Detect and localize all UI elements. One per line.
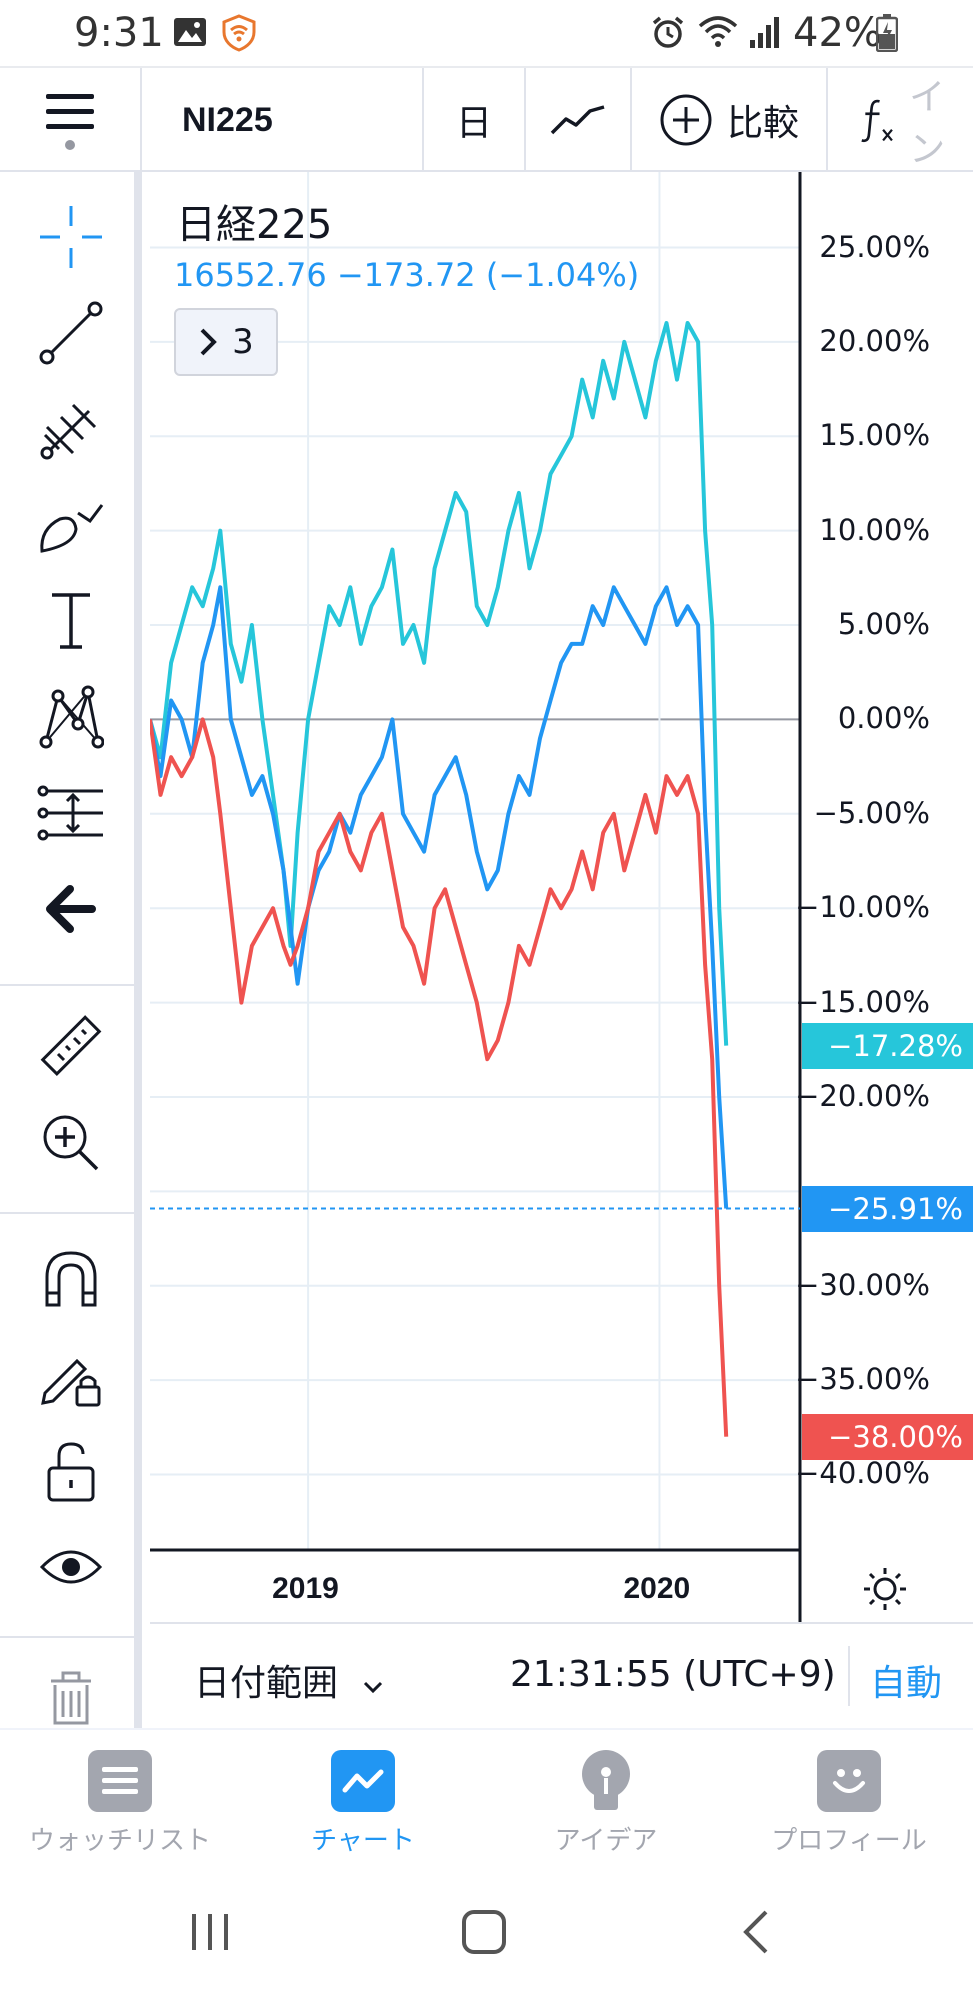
menu-dot bbox=[65, 140, 75, 150]
compare-button[interactable]: 比較 bbox=[632, 68, 828, 172]
lightbulb-icon bbox=[574, 1750, 638, 1812]
status-time: 9:31 bbox=[74, 10, 164, 56]
text-tool-icon[interactable] bbox=[36, 586, 106, 656]
eye-icon[interactable] bbox=[36, 1532, 106, 1602]
brush-icon[interactable] bbox=[36, 490, 106, 560]
y-tick-label: 25.00% bbox=[819, 229, 930, 264]
series-line-3 bbox=[150, 717, 729, 1437]
drawing-toolbar bbox=[0, 172, 142, 1728]
chart-icon bbox=[331, 1750, 395, 1812]
y-tick-label: −30.00% bbox=[795, 1267, 930, 1302]
legend-badge-count: 3 bbox=[232, 322, 254, 362]
battery-percent: 42% bbox=[793, 10, 882, 56]
y-tick-label: 10.00% bbox=[819, 512, 930, 547]
pitchfork-icon[interactable] bbox=[36, 394, 106, 464]
back-icon[interactable] bbox=[740, 1908, 772, 1956]
trash-icon[interactable] bbox=[36, 1662, 106, 1732]
chart-type-button[interactable] bbox=[526, 68, 632, 172]
y-tick-label: −35.00% bbox=[795, 1362, 930, 1397]
recent-apps-icon[interactable] bbox=[188, 1910, 232, 1954]
battery-icon bbox=[875, 14, 899, 56]
hamburger-icon bbox=[46, 94, 94, 129]
chart-bottom-bar: 日付範囲 21:31:55 (UTC+9) 自動 bbox=[150, 1622, 973, 1728]
y-tick-label: 0.00% bbox=[837, 701, 930, 736]
legend-expand-button[interactable]: 3 bbox=[174, 308, 278, 376]
lock-drawing-icon[interactable] bbox=[36, 1340, 106, 1410]
ruler-icon[interactable] bbox=[36, 1012, 106, 1082]
nav-ideas[interactable]: アイデア bbox=[486, 1730, 726, 1870]
auto-scale-button[interactable]: 自動 bbox=[870, 1663, 943, 1704]
y-tick-label: 15.00% bbox=[819, 418, 930, 453]
y-tick-label: −20.00% bbox=[795, 1078, 930, 1113]
bottom-divider bbox=[848, 1646, 850, 1706]
toolbar-divider bbox=[0, 1636, 140, 1638]
function-icon bbox=[861, 99, 893, 143]
signal-icon bbox=[748, 14, 784, 54]
pattern-icon[interactable] bbox=[36, 682, 106, 752]
menu-button[interactable] bbox=[0, 68, 142, 172]
legend-title: 日経225 bbox=[176, 202, 333, 248]
crosshair-icon[interactable] bbox=[36, 202, 106, 272]
nav-chart-label: チャート bbox=[311, 1826, 415, 1856]
nav-profile[interactable]: プロフィール bbox=[729, 1730, 969, 1870]
y-tick-label: −5.00% bbox=[813, 795, 930, 830]
clock-label[interactable]: 21:31:55 (UTC+9) bbox=[510, 1654, 836, 1695]
indicators-label: イン bbox=[909, 77, 946, 170]
nav-profile-label: プロフィール bbox=[771, 1826, 927, 1856]
last-value-badge: −17.28% bbox=[802, 1022, 973, 1069]
date-range-label: 日付範囲 bbox=[194, 1663, 339, 1704]
series-line-2 bbox=[150, 585, 729, 1209]
top-toolbar: NI225 日 比較 イン bbox=[0, 66, 973, 172]
nav-watchlist[interactable]: ウォッチリスト bbox=[0, 1730, 240, 1870]
system-nav-bar bbox=[0, 1868, 973, 2000]
compare-label: 比較 bbox=[726, 103, 799, 144]
watchlist-icon bbox=[88, 1750, 152, 1812]
unlock-icon[interactable] bbox=[36, 1436, 106, 1506]
line-chart-icon bbox=[550, 105, 605, 135]
magnet-icon[interactable] bbox=[36, 1244, 106, 1314]
x-tick-label: 2020 bbox=[623, 1572, 691, 1605]
zoom-in-icon[interactable] bbox=[36, 1108, 106, 1178]
toolbar-divider bbox=[0, 1212, 140, 1214]
symbol-search-button[interactable]: NI225 bbox=[150, 68, 424, 172]
y-tick-label: −40.00% bbox=[795, 1456, 930, 1491]
symbol-label: NI225 bbox=[182, 100, 273, 139]
back-arrow-icon[interactable] bbox=[36, 874, 106, 944]
y-tick-label: −15.00% bbox=[795, 984, 930, 1019]
trend-line-icon[interactable] bbox=[36, 298, 106, 368]
legend-values: 16552.76 −173.72 (−1.04%) bbox=[174, 256, 640, 294]
toolbar-divider bbox=[0, 984, 140, 986]
interval-label: 日 bbox=[455, 103, 492, 144]
last-value-badge: −25.91% bbox=[802, 1185, 973, 1232]
y-tick-label: 20.00% bbox=[819, 323, 930, 358]
interval-button[interactable]: 日 bbox=[424, 68, 526, 172]
shield-wifi-icon bbox=[220, 14, 258, 56]
x-tick-label: 2019 bbox=[272, 1572, 339, 1605]
status-bar: 9:31 42% bbox=[0, 0, 973, 66]
nav-ideas-label: アイデア bbox=[554, 1826, 658, 1856]
profile-smile-icon bbox=[817, 1750, 881, 1812]
y-tick-label: −10.00% bbox=[795, 890, 930, 925]
series-line-1 bbox=[150, 321, 729, 1046]
wifi-icon bbox=[698, 14, 738, 54]
home-icon[interactable] bbox=[460, 1908, 508, 1956]
gallery-icon bbox=[172, 14, 208, 54]
last-value-badge: −38.00% bbox=[802, 1413, 973, 1460]
indicators-button[interactable]: イン bbox=[828, 68, 973, 172]
alarm-icon bbox=[650, 14, 686, 54]
projection-icon[interactable] bbox=[36, 778, 106, 848]
plus-circle-icon bbox=[660, 94, 712, 146]
nav-chart[interactable]: チャート bbox=[243, 1730, 483, 1870]
price-chart[interactable] bbox=[150, 172, 973, 1622]
y-tick-label: 5.00% bbox=[837, 607, 930, 642]
chevron-down-icon bbox=[364, 1681, 383, 1694]
date-range-button[interactable]: 日付範囲 bbox=[194, 1654, 385, 1706]
settings-gear-icon[interactable] bbox=[862, 1566, 908, 1616]
app-nav-bar: ウォッチリスト チャート アイデア プロフィール bbox=[0, 1728, 973, 1868]
nav-watchlist-label: ウォッチリスト bbox=[28, 1826, 211, 1856]
chevron-right-icon bbox=[200, 328, 218, 356]
